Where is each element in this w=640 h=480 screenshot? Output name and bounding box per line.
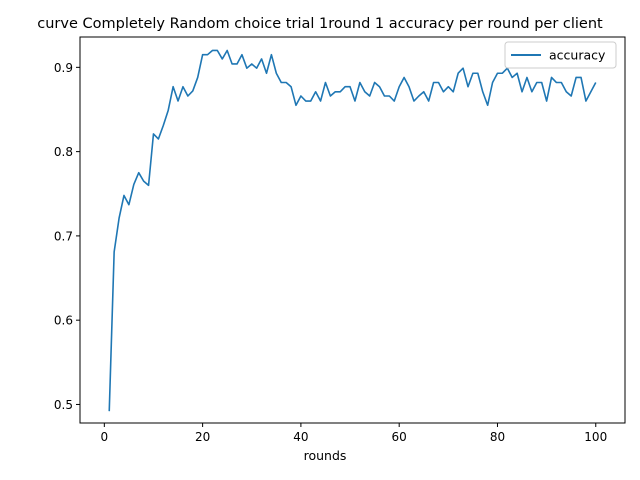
x-axis-label: rounds	[304, 448, 347, 463]
x-tick-label: 100	[584, 430, 607, 444]
plot-area	[79, 36, 626, 424]
x-tick-label: 80	[490, 430, 505, 444]
legend-box	[504, 41, 617, 69]
x-tick-label: 60	[392, 430, 407, 444]
y-tick-label: 0.8	[54, 145, 73, 159]
legend: accuracy	[504, 41, 617, 69]
y-tick-label: 0.5	[54, 398, 73, 412]
x-tick-label: 0	[101, 430, 109, 444]
accuracy-series-line	[108, 49, 597, 412]
x-tick-label: 40	[293, 430, 308, 444]
x-axis: 0 20 40 60 80 100	[101, 423, 607, 444]
chart-title: curve Completely Random choice trial 1ro…	[37, 16, 603, 32]
y-tick-label: 0.7	[54, 229, 73, 243]
y-tick-label: 0.9	[54, 61, 73, 75]
y-axis: 0.5 0.6 0.7 0.8 0.9	[54, 61, 80, 412]
plot-frame	[79, 36, 626, 424]
x-tick-label: 20	[195, 430, 210, 444]
legend-label-accuracy: accuracy	[549, 48, 606, 63]
y-tick-label: 0.6	[54, 314, 73, 328]
